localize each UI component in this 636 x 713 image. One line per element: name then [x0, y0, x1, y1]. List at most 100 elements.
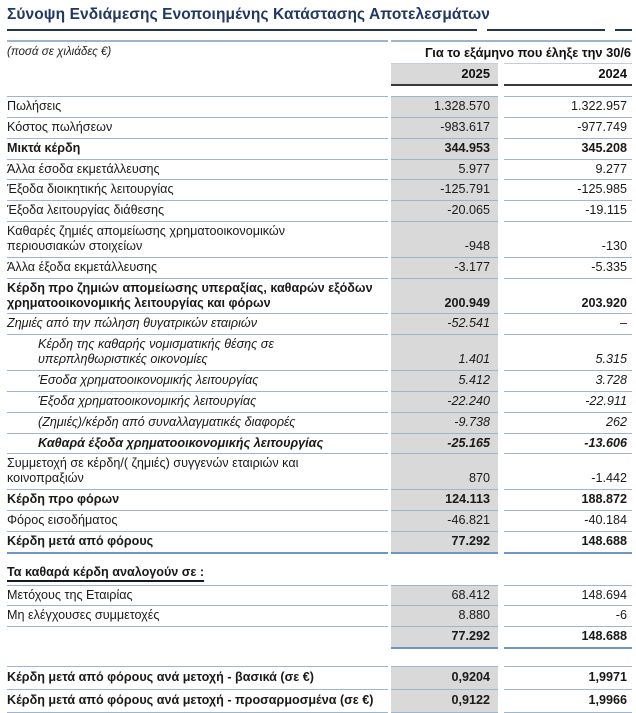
row-value-2024: 188.872 [504, 489, 632, 510]
table-row: 77.292 148.688 [7, 626, 632, 650]
row-label: Έξοδα λειτουργίας διάθεσης [7, 200, 388, 221]
row-label: Έξοδα διοικητικής λειτουργίας [7, 179, 388, 200]
table-row: Μετόχους της Εταιρίας 68.412 148.694 [7, 584, 632, 606]
row-label: Καθαρά έξοδα χρηματοοικονομικής λειτουργ… [7, 432, 388, 454]
table-row: Έξοδα χρηματοοικονομικής λειτουργίας -22… [7, 390, 632, 412]
row-label: Άλλα έσοδα εκμετάλλευσης [7, 158, 388, 180]
row-value-2024: -125.985 [504, 179, 632, 200]
years-row-spacer [7, 63, 388, 86]
row-value-2025: 124.113 [391, 489, 498, 511]
row-value-2025: 8.880 [391, 605, 498, 627]
row-value-2025: 68.412 [391, 584, 498, 606]
row-value-2024: 1,9971 [504, 666, 632, 689]
table-row: Καθαρές ζημιές απομείωσης χρηματοοικονομ… [7, 221, 632, 257]
row-value-2024: -1.442 [504, 453, 632, 489]
row-label: Φόρος εισοδήματος [7, 510, 388, 531]
spacer-row [7, 554, 632, 563]
row-value-2025: 77.292 [391, 626, 498, 650]
row-value-2025: 5.977 [391, 158, 498, 180]
table-row: Κόστος πωλήσεων -983.617 -977.749 [7, 116, 632, 138]
table-row: Πωλήσεις 1.328.570 1.322.957 [7, 96, 632, 117]
row-value-2024: 1.322.957 [504, 96, 632, 117]
row-value-2024: -13.606 [504, 432, 632, 454]
row-label: Πωλήσεις [7, 96, 388, 117]
row-label [7, 626, 388, 649]
units-note: (ποσά σε χιλιάδες €) [7, 40, 388, 60]
row-value-2024: -6 [504, 605, 632, 626]
table-row: Έξοδα λειτουργίας διάθεσης -20.065 -19.1… [7, 200, 632, 222]
year-column-2025: 2025 [391, 63, 498, 86]
row-value-2025: 870 [391, 453, 498, 490]
row-value-2024: 262 [504, 411, 632, 433]
years-row: 2025 2024 [7, 63, 632, 86]
row-label: Καθαρές ζημιές απομείωσης χρηματοοικονομ… [7, 221, 388, 257]
title-underline-segment [7, 29, 477, 31]
row-label: Μη ελέγχουσες συμμετοχές [7, 605, 388, 626]
row-value-2024: -5.335 [504, 256, 632, 278]
row-value-2025: -25.165 [391, 432, 498, 454]
row-value-2025: 200.949 [391, 277, 498, 314]
table-header-row: (ποσά σε χιλιάδες €) Για το εξάμηνο που … [7, 40, 632, 62]
table-row: Άλλα έσοδα εκμετάλλευσης 5.977 9.277 [7, 158, 632, 180]
row-value-2025: -3.177 [391, 256, 498, 278]
spacer-row [7, 649, 632, 666]
row-label: (Ζημιές)/κέρδη από συναλλαγματικές διαφο… [7, 411, 388, 433]
table-row: Κέρδη προ φόρων 124.113 188.872 [7, 489, 632, 511]
row-value-2024: -40.184 [504, 510, 632, 531]
row-value-2024: 3.728 [504, 370, 632, 391]
period-header: Για το εξάμηνο που έληξε την 30/6 [391, 40, 632, 62]
row-value-2024: – [504, 313, 632, 334]
table-row: (Ζημιές)/κέρδη από συναλλαγματικές διαφο… [7, 411, 632, 433]
row-value-2024: 148.694 [504, 584, 632, 606]
table-row: Μικτά κέρδη 344.953 345.208 [7, 137, 632, 159]
table-row: Κέρδη της καθαρής νομισματικής θέσης σε … [7, 334, 632, 371]
row-value-2024: 203.920 [504, 277, 632, 314]
table-row: Τα καθαρά κέρδη αναλογούν σε : [7, 563, 632, 585]
row-value-2025: -46.821 [391, 510, 498, 531]
title-underline-segment [487, 29, 605, 31]
row-label: Κόστος πωλήσεων [7, 116, 388, 138]
row-value-2025: -52.541 [391, 313, 498, 335]
row-value-2025: 0,9204 [391, 666, 498, 690]
row-label: Έσοδα χρηματοοικονομικής λειτουργίας [7, 370, 388, 391]
table-row: Μη ελέγχουσες συμμετοχές 8.880 -6 [7, 605, 632, 627]
row-label: Κέρδη προ ζημιών απομείωσης υπεραξίας, κ… [7, 277, 388, 314]
row-value-2025: -125.791 [391, 179, 498, 201]
row-value-2025: -983.617 [391, 116, 498, 138]
row-label: Κέρδη προ φόρων [7, 489, 388, 510]
row-value-2024: 148.688 [504, 626, 632, 650]
row-value-2024: -977.749 [504, 116, 632, 138]
row-value-2025: 77.292 [391, 530, 498, 554]
row-value-2024: 345.208 [504, 137, 632, 159]
table-row: Κέρδη μετά από φόρους 77.292 148.688 [7, 530, 632, 554]
row-label: Άλλα έξοδα εκμετάλλευσης [7, 256, 388, 278]
table-row: Κέρδη μετά από φόρους ανά μετοχή - βασικ… [7, 666, 632, 690]
row-value-2025: 1.328.570 [391, 96, 498, 117]
row-value-2025: -948 [391, 221, 498, 257]
table-row: Έσοδα χρηματοοικονομικής λειτουργίας 5.4… [7, 370, 632, 391]
row-label: Μετόχους της Εταιρίας [7, 584, 388, 606]
row-value-2024: -130 [504, 221, 632, 257]
table-row: Κέρδη προ ζημιών απομείωσης υπεραξίας, κ… [7, 277, 632, 314]
row-label: Ζημιές από την πώληση θυγατρικών εταιριώ… [7, 313, 388, 334]
row-value-2025: -22.240 [391, 390, 498, 412]
row-value-2024: 9.277 [504, 158, 632, 180]
title-underline [7, 29, 632, 31]
row-value-2025: -9.738 [391, 411, 498, 433]
title-underline-segment [615, 29, 632, 31]
year-column-2024: 2024 [504, 63, 632, 86]
row-label: Τα καθαρά κέρδη αναλογούν σε : [7, 564, 205, 579]
row-value-2025: -20.065 [391, 200, 498, 222]
row-value-2024: -22.911 [504, 390, 632, 412]
row-label: Μικτά κέρδη [7, 137, 388, 159]
table-row: Συμμετοχή σε κέρδη/( ζημιές) συγγενών ετ… [7, 453, 632, 490]
row-label: Κέρδη μετά από φόρους [7, 530, 388, 554]
row-value-2025: 5.412 [391, 370, 498, 391]
table-row: Φόρος εισοδήματος -46.821 -40.184 [7, 510, 632, 531]
row-value-2024: 148.688 [504, 530, 632, 554]
row-label: Κέρδη της καθαρής νομισματικής θέσης σε … [7, 334, 388, 370]
table-row: Ζημιές από την πώληση θυγατρικών εταιριώ… [7, 313, 632, 335]
row-value-2025: 344.953 [391, 137, 498, 159]
row-label: Έξοδα χρηματοοικονομικής λειτουργίας [7, 390, 388, 412]
